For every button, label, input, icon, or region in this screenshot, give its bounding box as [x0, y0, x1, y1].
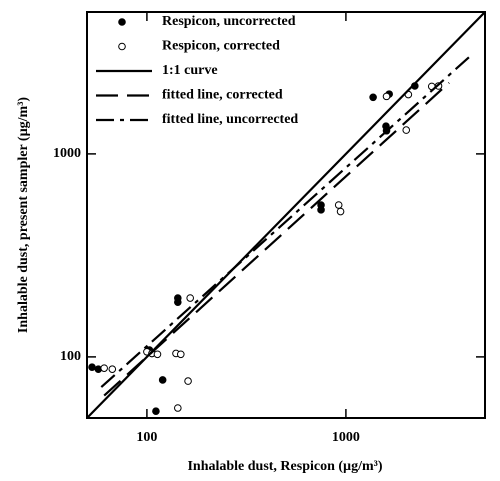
legend-label: fitted line, corrected	[162, 88, 283, 103]
fit-line	[100, 56, 470, 388]
filled-marker	[152, 407, 160, 416]
open-marker	[174, 404, 182, 412]
open-marker	[186, 294, 194, 302]
y-tick-label: 1000	[53, 146, 81, 161]
open-marker	[382, 92, 391, 101]
open-marker	[108, 365, 117, 373]
open-marker	[402, 126, 411, 134]
open-marker	[118, 42, 126, 51]
filled-marker	[369, 93, 377, 102]
open-marker	[153, 350, 162, 359]
x-axis-label: Inhalable dust, Respicon (µg/m³)	[187, 459, 382, 474]
fit-line	[86, 11, 486, 419]
filled-marker	[174, 294, 182, 302]
filled-marker	[317, 206, 325, 214]
legend-label: fitted line, uncorrected	[162, 112, 298, 127]
open-marker	[336, 207, 345, 216]
open-marker	[100, 364, 108, 372]
x-tick-label: 100	[136, 430, 157, 445]
y-axis-label: Inhalable dust, present sampler (µg/m³)	[16, 97, 31, 333]
plot-frame	[86, 11, 486, 419]
y-tick-label: 100	[60, 349, 81, 364]
fit-line	[103, 81, 450, 397]
open-marker	[176, 350, 185, 359]
open-marker	[184, 377, 192, 385]
legend-label: 1:1 curve	[162, 63, 218, 78]
x-tick-label: 1000	[332, 430, 360, 445]
filled-marker	[88, 363, 96, 371]
filled-marker	[118, 18, 126, 26]
open-marker	[334, 201, 343, 209]
legend-label: Respicon, uncorrected	[162, 14, 296, 29]
legend-label: Respicon, corrected	[162, 39, 280, 54]
filled-marker	[158, 376, 167, 384]
